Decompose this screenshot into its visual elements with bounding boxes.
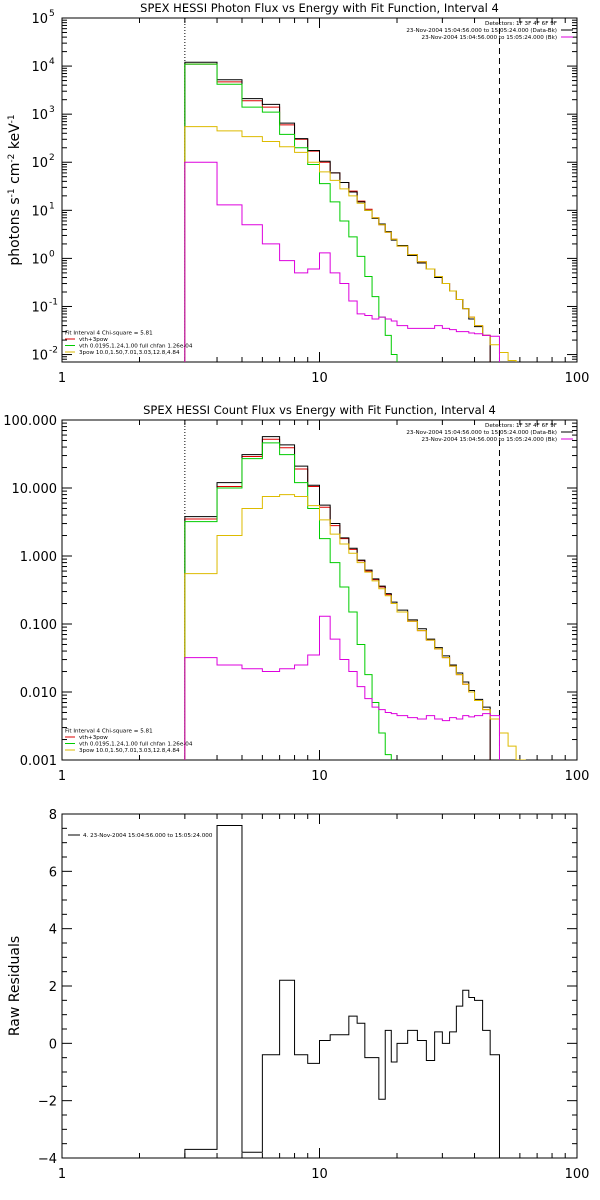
legend-entry: Detectors: 1F 3F 4F 6F 9F <box>485 21 557 27</box>
y-tick-label: −2 <box>38 1095 57 1110</box>
y-tick-label: 6 <box>49 865 57 880</box>
y-tick-label: 10 <box>31 204 48 219</box>
y-tick-label: 1.000 <box>20 550 57 565</box>
x-tick-label: 100 <box>565 769 590 784</box>
series-line-bk <box>184 161 500 362</box>
legend-entry: 3pow 10.0,1.50,7.01,3.03,12.8,4.84 <box>79 350 180 356</box>
legend-entry: 4. 23-Nov-2004 15:04:56.000 to 15:05:24.… <box>83 833 213 839</box>
series-group <box>184 436 526 760</box>
x-tick-label: 1 <box>58 769 66 784</box>
y-tick-label: 2 <box>49 980 57 995</box>
legend-entry: 23-Nov-2004 15:04:56.000 to 15:05:24.000… <box>422 35 557 41</box>
x-tick-label: 10 <box>311 1167 328 1182</box>
x-tick-label: 10 <box>311 769 328 784</box>
y-tick-label: 10 <box>31 349 48 364</box>
y-tick-label: 10 <box>31 156 48 171</box>
y-tick-label: 10 <box>31 108 48 123</box>
legend-entry: Detectors: 1F 3F 4F 6F 9F <box>485 423 557 429</box>
x-tick-label: 1 <box>58 1167 66 1182</box>
chart-title: SPEX HESSI Photon Flux vs Energy with Fi… <box>140 1 499 15</box>
y-tick-label: 10 <box>31 252 48 267</box>
series-group <box>184 824 500 1158</box>
y-tick-label: 0 <box>49 1037 57 1052</box>
series-line-vth <box>184 442 392 760</box>
y-tick-label: 10 <box>31 12 48 27</box>
y-axis-label: photons s-1 cm-2 keV-1 <box>7 114 23 265</box>
y-tick-exponent: 1 <box>49 201 55 211</box>
chart-panel-2: SPEX HESSI Count Flux vs Energy with Fit… <box>3 403 589 784</box>
y-tick-exponent: 3 <box>49 105 55 115</box>
legend-entry: vth+3pow <box>79 337 108 343</box>
y-tick-label: −4 <box>38 1152 57 1167</box>
y-tick-label: 0.100 <box>20 618 57 633</box>
legend-entry: Fit Interval 4 Chi-square = 5.81 <box>65 729 153 735</box>
legend-entry: 23-Nov-2004 15:04:56.000 to 15:05:24.000… <box>406 28 557 34</box>
y-tick-label: 100.000 <box>3 414 57 429</box>
y-tick-label: 0.001 <box>20 754 57 769</box>
series-line-4-23-nov-2004-15-04-56-000-to-15-05-24-000 <box>184 824 500 1158</box>
y-tick-label: 4 <box>49 923 57 938</box>
legend-entry: Fit Interval 4 Chi-square = 5.81 <box>65 331 153 337</box>
x-tick-label: 1 <box>58 371 66 386</box>
x-tick-label: 100 <box>565 1167 590 1182</box>
y-tick-exponent: 5 <box>49 9 55 19</box>
series-group <box>184 61 517 362</box>
y-tick-label: 8 <box>49 808 57 823</box>
y-tick-exponent: 2 <box>49 153 55 163</box>
legend-entry: vth+3pow <box>79 735 108 741</box>
y-tick-label: 10 <box>31 60 48 75</box>
series-line-3pow <box>184 494 526 760</box>
y-axis-label-part: cm <box>7 163 23 189</box>
y-tick-label: 10 <box>31 300 48 315</box>
y-tick-exponent: 0 <box>49 249 55 259</box>
y-axis-label-part: keV <box>7 123 23 154</box>
x-tick-label: 10 <box>311 371 328 386</box>
y-axis-label-part: -1 <box>7 114 17 123</box>
series-line-data-bk <box>184 61 491 362</box>
x-tick-label: 100 <box>565 371 590 386</box>
y-axis-label-part: -2 <box>7 154 17 163</box>
series-line-data-bk <box>184 436 491 760</box>
series-line-3pow <box>184 126 517 362</box>
y-axis-label-part: photons s <box>7 197 23 265</box>
chart-panel-1: SPEX HESSI Photon Flux vs Energy with Fi… <box>7 1 589 386</box>
y-tick-label: 10.000 <box>12 482 58 497</box>
series-line-vth <box>184 63 398 362</box>
y-tick-exponent: -1 <box>49 297 58 307</box>
y-tick-exponent: -2 <box>49 346 58 356</box>
y-tick-exponent: 4 <box>49 57 55 67</box>
chart-panel-3: 1 10 100 −4 −2 0 2 4 6 8 Raw Residuals 4. 23-Nov-20… <box>7 808 589 1182</box>
legend-entry: 23-Nov-2004 15:04:56.000 to 15:05:24.000… <box>422 437 557 443</box>
y-tick-label: 0.010 <box>20 686 57 701</box>
y-axis-label: Raw Residuals <box>7 936 23 1036</box>
series-line-bk <box>184 615 500 760</box>
legend-entry: vth 0.0195,1.24,1.00 full chfan 1.26e-04 <box>79 742 193 748</box>
legend-entry: 23-Nov-2004 15:04:56.000 to 15:05:24.000… <box>406 430 557 436</box>
chart-title: SPEX HESSI Count Flux vs Energy with Fit… <box>143 403 496 417</box>
legend-entry: 3pow 10.0,1.50,7.01,3.03,12.8,4.84 <box>79 748 180 754</box>
series-line-vth-3pow <box>184 63 491 362</box>
legend-entry: vth 0.0195,1.24,1.00 full chfan 1.26e-04 <box>79 344 193 350</box>
y-axis-label-part: -1 <box>7 188 17 197</box>
